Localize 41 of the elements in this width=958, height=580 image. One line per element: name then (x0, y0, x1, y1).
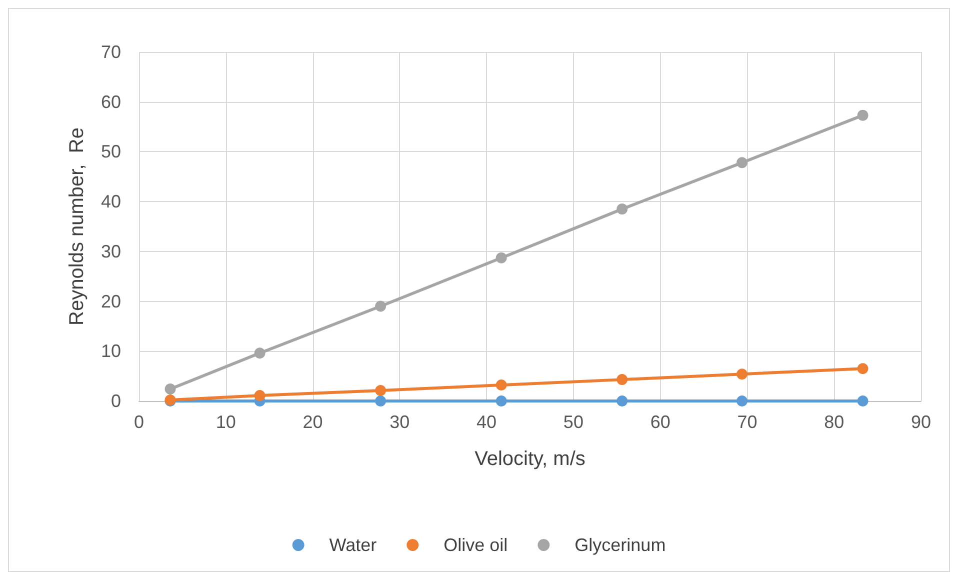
point (164, 384, 176, 395)
x-tick-label: 50 (563, 412, 584, 432)
point (375, 396, 386, 406)
y-tick-label: 30 (100, 241, 121, 262)
y-axis-title: Reynolds number, Re (66, 128, 88, 326)
x-tick-label: 10 (216, 412, 236, 432)
legend-label: Water (329, 535, 377, 555)
y-tick-label: 0 (110, 391, 121, 411)
point (736, 368, 748, 380)
y-tick-label: 60 (100, 92, 121, 112)
point (254, 348, 266, 359)
x-tick-label: 0 (134, 412, 144, 432)
y-tick-label: 20 (100, 291, 121, 312)
point (496, 380, 507, 391)
point (736, 396, 748, 406)
x-tick-label: 20 (302, 412, 323, 432)
x-tick-label: 70 (737, 412, 758, 432)
y-tick-label: 40 (100, 192, 121, 212)
legend-label: Olive oil (444, 535, 508, 555)
point (375, 300, 386, 312)
point (857, 363, 868, 374)
x-tick-label: 60 (650, 412, 670, 432)
y-tick-label: 70 (100, 42, 121, 62)
x-tick-label: 90 (910, 412, 932, 432)
x-axis-title: Velocity, m/s (474, 448, 586, 470)
x-tick-label: 80 (824, 412, 844, 432)
point (857, 396, 868, 406)
point (616, 396, 628, 406)
y-tick-label: 50 (100, 142, 121, 162)
x-tick-label: 30 (390, 412, 410, 432)
legend-label: Glycerinum (574, 535, 666, 555)
point (254, 390, 266, 402)
point (616, 374, 628, 386)
point (496, 252, 507, 264)
y-tick-label: 10 (100, 341, 121, 362)
x-tick-label: 40 (476, 412, 497, 432)
point (496, 396, 507, 406)
point (375, 385, 386, 396)
point (857, 110, 868, 121)
point (736, 157, 748, 168)
point (616, 204, 628, 215)
